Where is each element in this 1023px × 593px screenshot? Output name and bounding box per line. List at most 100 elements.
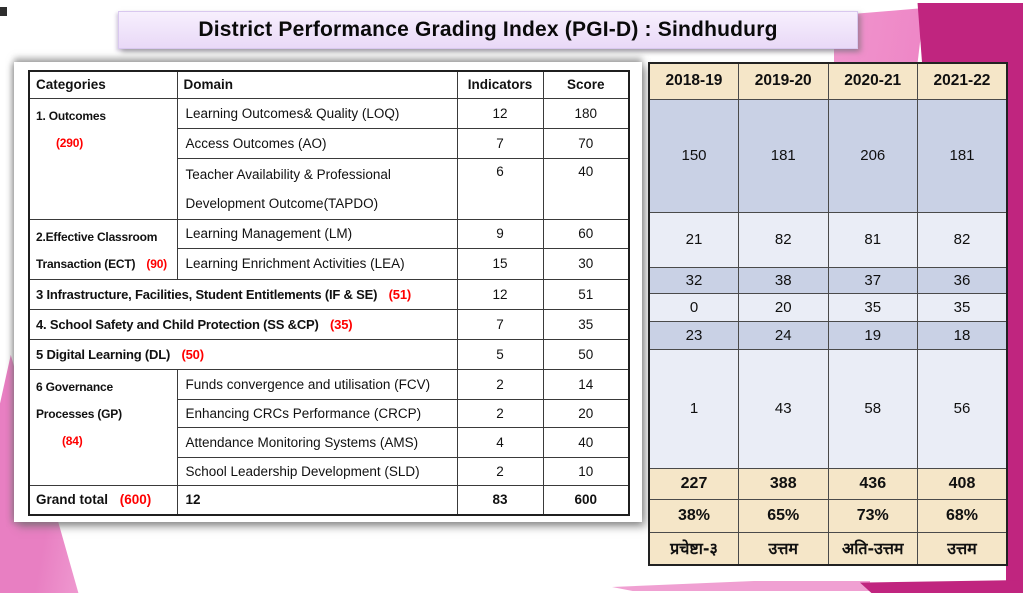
score-ifse: 51 xyxy=(542,278,630,310)
row-tapdo: Teacher Availability & Professional Deve… xyxy=(29,157,630,220)
indicators-loq: 12 xyxy=(456,97,544,129)
percent-row: 38% 65% 73% 68% xyxy=(648,498,1008,533)
score-loq: 180 xyxy=(542,97,630,129)
gp-2018-19: 1 xyxy=(648,348,739,469)
gp-scores-row: 1 43 58 56 xyxy=(648,348,1008,469)
total-scores-row: 227 388 436 408 xyxy=(648,467,1008,500)
indicators-lm: 9 xyxy=(456,218,544,249)
grand-total-label: Grand total xyxy=(36,492,109,508)
pgi-structure-panel: Categories Domain Indicators Score 1. Ou… xyxy=(14,62,642,522)
category-ect-cell: 2.Effective Classroom Transaction (ECT) … xyxy=(28,218,178,280)
row-sscp: 4. School Safety and Child Protection (S… xyxy=(28,308,630,340)
grade-row: प्रचेष्टा-३ उत्तम अति-उत्तम उत्तम xyxy=(648,531,1008,566)
indicators-ams: 4 xyxy=(456,426,544,458)
grand-total-score: 600 xyxy=(542,484,630,516)
category-ect-total: (90) xyxy=(146,256,167,271)
grade-2020-21: अति-उत्तम xyxy=(827,531,918,566)
score-sld: 10 xyxy=(542,456,630,486)
dl-2019-20: 24 xyxy=(738,320,829,350)
decor-top-right-magenta-shape xyxy=(917,3,1023,62)
row-loq: 1. Outcomes (290) Learning Outcomes& Qua… xyxy=(28,97,630,220)
structure-header-row: Categories Domain Indicators Score xyxy=(28,70,630,99)
year-header-row: 2018-19 2019-20 2020-21 2021-22 xyxy=(648,62,1008,100)
row-grand-total: Grand total (600) 12 83 600 xyxy=(28,484,630,516)
header-domain: Domain xyxy=(176,70,458,99)
dl-scores-row: 23 24 19 18 xyxy=(648,320,1008,350)
category-ifse-label: 3 Infrastructure, Facilities, Student En… xyxy=(36,286,378,302)
page-title: District Performance Grading Index (PGI-… xyxy=(198,18,778,41)
indicators-crcp: 2 xyxy=(456,398,544,428)
score-dl: 50 xyxy=(542,338,630,370)
category-dl-label: 5 Digital Learning (DL) xyxy=(36,346,171,362)
total-2020-21: 436 xyxy=(827,467,918,500)
category-ect-label: 2.Effective Classroom Transaction (ECT) xyxy=(36,229,158,271)
indicators-ifse: 12 xyxy=(456,278,544,310)
header-categories: Categories xyxy=(28,70,178,99)
score-tapdo: 40 xyxy=(542,157,630,220)
row-ifse: 3 Infrastructure, Facilities, Student En… xyxy=(28,278,630,310)
decor-right-edge-strip xyxy=(1006,55,1023,593)
ect-scores-row: 21 82 81 82 xyxy=(648,211,1008,268)
grand-total-cell: Grand total (600) xyxy=(28,484,178,516)
domain-ao: Access Outcomes (AO) xyxy=(176,127,458,159)
indicators-ao: 7 xyxy=(456,127,544,159)
ifse-scores-row: 32 38 37 36 xyxy=(648,266,1008,294)
ect-2021-22: 82 xyxy=(917,211,1008,268)
indicators-dl: 5 xyxy=(456,338,544,370)
domain-ams: Attendance Monitoring Systems (AMS) xyxy=(176,426,458,458)
outcomes-2021-22: 181 xyxy=(917,98,1008,213)
title-banner: District Performance Grading Index (PGI-… xyxy=(118,11,858,49)
domain-tapdo: Teacher Availability & Professional Deve… xyxy=(176,157,458,220)
category-ifse-total: (51) xyxy=(388,286,412,302)
category-gp-cell: 6 Governance Processes (GP) (84) xyxy=(28,368,178,486)
category-sscp-label: 4. School Safety and Child Protection (S… xyxy=(36,316,319,332)
score-lea: 30 xyxy=(542,247,630,280)
indicators-lea: 15 xyxy=(456,247,544,280)
score-sscp: 35 xyxy=(542,308,630,340)
indicators-tapdo: 6 xyxy=(456,157,544,220)
outcomes-2020-21: 206 xyxy=(827,98,918,213)
percent-2020-21: 73% xyxy=(827,498,918,533)
row-crcp: Enhancing CRCs Performance (CRCP) 2 20 xyxy=(29,398,630,428)
grade-2021-22: उत्तम xyxy=(917,531,1008,566)
domain-lm: Learning Management (LM) xyxy=(176,218,458,249)
row-fcv: 6 Governance Processes (GP) (84) Funds c… xyxy=(28,368,630,486)
decor-bottom-pink-sliver xyxy=(612,581,870,591)
year-2021-22: 2021-22 xyxy=(917,62,1008,100)
category-sscp-total: (35) xyxy=(330,316,353,332)
decor-bottom-magenta-sliver xyxy=(860,580,1023,593)
outcomes-2018-19: 150 xyxy=(648,98,739,213)
yearwise-scores-table: 2018-19 2019-20 2020-21 2021-22 150 181 … xyxy=(648,62,1008,566)
dl-2018-19: 23 xyxy=(648,320,739,350)
pgi-structure-table: Categories Domain Indicators Score 1. Ou… xyxy=(28,70,630,516)
score-crcp: 20 xyxy=(542,398,630,428)
ifse-2018-19: 32 xyxy=(648,266,739,294)
row-lea: Learning Enrichment Activities (LEA) 15 … xyxy=(29,247,630,280)
domain-fcv: Funds convergence and utilisation (FCV) xyxy=(176,368,458,400)
ifse-2019-20: 38 xyxy=(738,266,829,294)
score-fcv: 14 xyxy=(542,368,630,400)
category-dl-total: (50) xyxy=(181,346,205,362)
dl-2020-21: 19 xyxy=(827,320,918,350)
sscp-2021-22: 35 xyxy=(917,292,1008,322)
row-ams: Attendance Monitoring Systems (AMS) 4 40 xyxy=(29,426,630,458)
dl-2021-22: 18 xyxy=(917,320,1008,350)
sscp-2019-20: 20 xyxy=(738,292,829,322)
gp-2019-20: 43 xyxy=(738,348,829,469)
row-dl: 5 Digital Learning (DL) (50) 5 50 xyxy=(28,338,630,370)
grade-2018-19: प्रचेष्टा-३ xyxy=(648,531,739,566)
grand-total-indicators: 83 xyxy=(456,484,544,516)
indicators-fcv: 2 xyxy=(456,368,544,400)
percent-2021-22: 68% xyxy=(917,498,1008,533)
score-lm: 60 xyxy=(542,218,630,249)
ifse-2020-21: 37 xyxy=(827,266,918,294)
ect-2019-20: 82 xyxy=(738,211,829,268)
score-ams: 40 xyxy=(542,426,630,458)
category-outcomes-total: (290) xyxy=(56,135,84,150)
percent-2019-20: 65% xyxy=(738,498,829,533)
category-outcomes-label: 1. Outcomes xyxy=(36,108,106,123)
domain-crcp: Enhancing CRCs Performance (CRCP) xyxy=(176,398,458,428)
category-dl-cell: 5 Digital Learning (DL) (50) xyxy=(28,338,458,370)
indicators-sscp: 7 xyxy=(456,308,544,340)
sscp-2020-21: 35 xyxy=(827,292,918,322)
